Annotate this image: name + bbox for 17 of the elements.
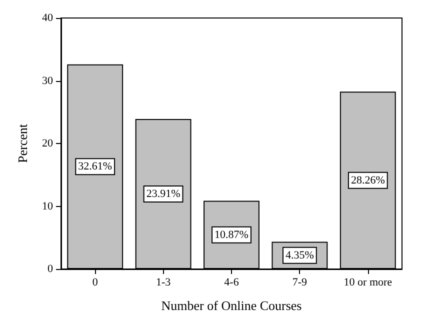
x-tick-label: 4-6 (224, 276, 240, 288)
y-tick-label: 40 (42, 12, 54, 24)
x-axis-title: Number of Online Courses (161, 298, 302, 313)
data-label: 23.91% (146, 188, 180, 200)
data-label: 4.35% (285, 249, 314, 262)
x-tick-label: 1-3 (156, 276, 172, 288)
data-label: 28.26% (350, 174, 385, 186)
y-tick-label: 20 (42, 138, 54, 150)
x-tick-label: 7-9 (292, 276, 308, 288)
y-tick-label: 10 (42, 200, 54, 212)
x-tick-label: 10 or more (344, 276, 392, 288)
x-tick-label: 0 (92, 276, 98, 288)
y-axis-title: Percent (15, 124, 30, 163)
data-label: 10.87% (214, 228, 248, 241)
y-tick-label: 0 (48, 263, 54, 275)
data-label: 32.61% (78, 160, 112, 173)
y-tick-label: 30 (42, 74, 54, 87)
